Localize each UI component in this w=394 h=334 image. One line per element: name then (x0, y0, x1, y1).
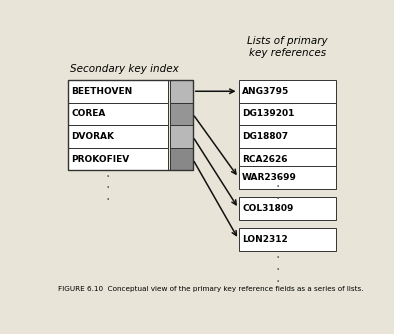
Text: Secondary key index: Secondary key index (70, 63, 178, 73)
Text: DG139201: DG139201 (242, 110, 295, 118)
FancyBboxPatch shape (170, 80, 193, 103)
Text: LON2312: LON2312 (242, 235, 288, 244)
FancyBboxPatch shape (170, 103, 193, 125)
Text: ·: · (275, 275, 280, 289)
FancyBboxPatch shape (238, 197, 336, 220)
FancyBboxPatch shape (170, 148, 193, 170)
Text: FIGURE 6.10  Conceptual view of the primary key reference fields as a series of : FIGURE 6.10 Conceptual view of the prima… (58, 286, 364, 292)
FancyBboxPatch shape (238, 103, 336, 125)
Text: DG18807: DG18807 (242, 132, 288, 141)
FancyBboxPatch shape (238, 148, 336, 170)
Text: ·: · (106, 181, 110, 195)
Text: ·: · (106, 193, 110, 207)
FancyBboxPatch shape (68, 148, 168, 170)
Text: ·: · (106, 170, 110, 184)
FancyBboxPatch shape (238, 228, 336, 251)
Text: COREA: COREA (71, 110, 106, 118)
FancyBboxPatch shape (238, 125, 336, 148)
FancyBboxPatch shape (68, 80, 168, 103)
FancyBboxPatch shape (68, 125, 168, 148)
Text: ·: · (275, 192, 280, 206)
Text: RCA2626: RCA2626 (242, 155, 288, 164)
Text: ·: · (275, 252, 280, 266)
FancyBboxPatch shape (238, 80, 336, 103)
Text: ANG3795: ANG3795 (242, 87, 290, 96)
Text: ·: · (275, 169, 280, 183)
FancyBboxPatch shape (68, 103, 168, 125)
Text: Lists of primary
key references: Lists of primary key references (247, 36, 328, 58)
Text: WAR23699: WAR23699 (242, 173, 297, 182)
Text: PROKOFIEV: PROKOFIEV (71, 155, 130, 164)
Text: ·: · (275, 180, 280, 194)
Text: BEETHOVEN: BEETHOVEN (71, 87, 132, 96)
Text: DVORAK: DVORAK (71, 132, 114, 141)
FancyBboxPatch shape (238, 166, 336, 189)
Text: ·: · (275, 263, 280, 277)
Text: COL31809: COL31809 (242, 204, 294, 213)
FancyBboxPatch shape (170, 125, 193, 148)
